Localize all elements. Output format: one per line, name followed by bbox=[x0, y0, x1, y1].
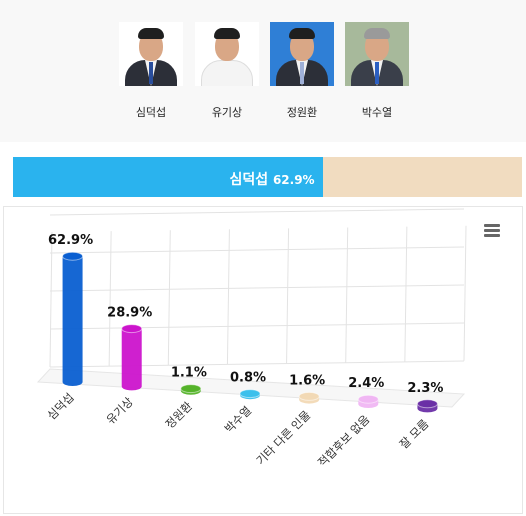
data-label: 2.3% bbox=[407, 381, 443, 396]
category-label: 유기상 bbox=[103, 394, 136, 427]
grid-line bbox=[345, 227, 349, 363]
grid-line bbox=[108, 231, 112, 367]
bar-top bbox=[121, 324, 143, 334]
candidate-2: 유기상 bbox=[194, 22, 260, 120]
candidate-4: 박수열 bbox=[344, 22, 410, 120]
category-label: 박수열 bbox=[222, 403, 254, 435]
category-label: 기타 다른 인물 bbox=[253, 408, 313, 468]
data-label: 28.9% bbox=[107, 306, 152, 321]
bar-top bbox=[239, 389, 261, 399]
result-bar: 심덕섭 62.9% bbox=[13, 157, 522, 197]
grid-line bbox=[49, 208, 465, 216]
candidate-photo bbox=[270, 22, 334, 86]
candidate-photo bbox=[119, 22, 183, 86]
grid-line bbox=[167, 230, 171, 366]
category-label: 적합후보 없음 bbox=[315, 412, 372, 469]
grid-line bbox=[49, 284, 465, 292]
data-label: 62.9% bbox=[48, 233, 93, 248]
grid-line bbox=[49, 360, 465, 368]
result-bar-fill: 심덕섭 62.9% bbox=[13, 157, 323, 197]
bar bbox=[121, 328, 142, 391]
bar-top bbox=[180, 384, 202, 394]
result-percent: 62.9% bbox=[272, 173, 315, 187]
candidate-1: 심덕섭 bbox=[118, 22, 184, 120]
candidate-3: 정원환 bbox=[269, 22, 335, 120]
candidate-name: 유기상 bbox=[211, 106, 243, 119]
category-label: 심덕섭 bbox=[44, 390, 76, 422]
chart-container bbox=[3, 206, 523, 514]
bar-top bbox=[416, 399, 438, 409]
candidate-name: 정원환 bbox=[286, 106, 318, 119]
category-label: 정원환 bbox=[163, 399, 196, 432]
bar-top bbox=[298, 391, 320, 401]
result-label: 심덕섭 62.9% bbox=[229, 169, 314, 189]
grid-line bbox=[49, 246, 465, 254]
grid-line bbox=[49, 231, 53, 368]
bar-top bbox=[357, 394, 379, 404]
grid-line bbox=[463, 225, 467, 361]
grid-line bbox=[286, 228, 290, 364]
result-leader-name: 심덕섭 bbox=[229, 172, 269, 188]
grid-line bbox=[226, 229, 230, 365]
candidate-panel: 심덕섭 유기상 정원환 박수열 bbox=[0, 0, 526, 142]
data-label: 1.6% bbox=[289, 373, 325, 388]
data-label: 2.4% bbox=[348, 376, 384, 391]
bar bbox=[62, 256, 83, 386]
grid-line bbox=[404, 226, 408, 362]
candidate-name: 심덕섭 bbox=[135, 106, 167, 119]
candidate-photo bbox=[195, 22, 259, 86]
data-label: 1.1% bbox=[171, 366, 207, 381]
candidate-name: 박수열 bbox=[361, 106, 393, 119]
hamburger-menu-icon[interactable] bbox=[484, 224, 502, 238]
candidate-photo bbox=[345, 22, 409, 86]
data-label: 0.8% bbox=[230, 371, 266, 386]
grid-line bbox=[49, 322, 465, 330]
bar-top bbox=[62, 251, 84, 261]
category-label: 잘 모름 bbox=[397, 417, 432, 452]
